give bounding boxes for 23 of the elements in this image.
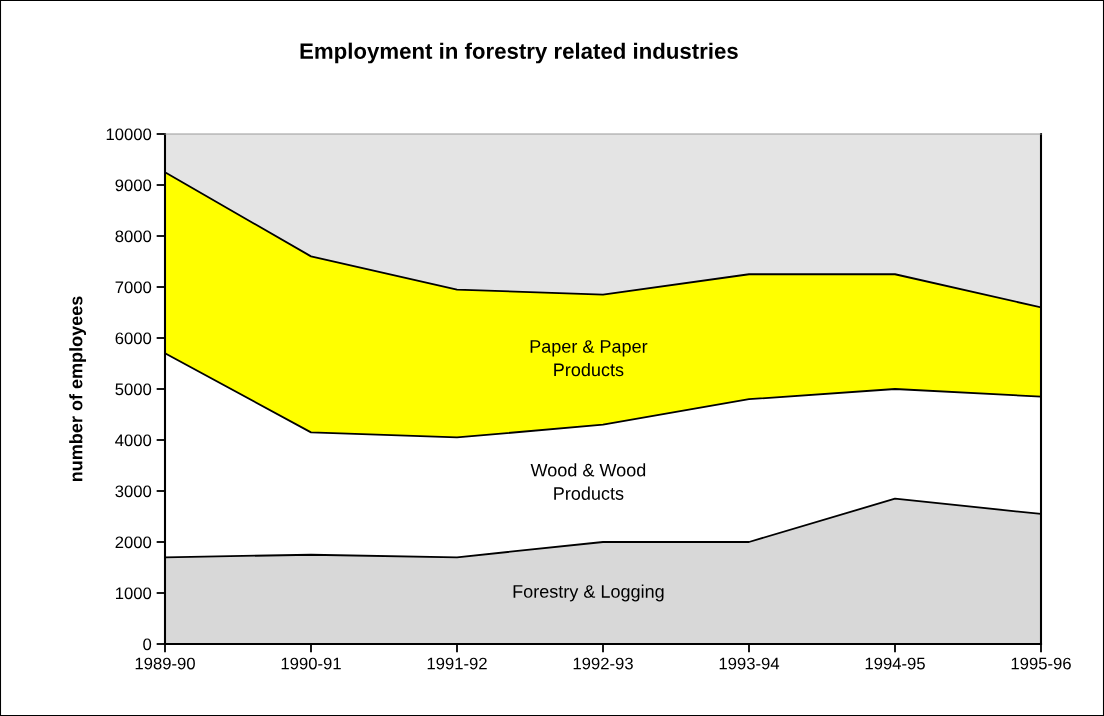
y-tick-label: 2000 xyxy=(115,536,152,549)
y-tick-label: 4000 xyxy=(115,434,152,447)
series-label: Paper & Paper Products xyxy=(530,340,648,377)
y-axis-title: number of employees xyxy=(69,296,87,482)
y-tick-label: 7000 xyxy=(115,281,152,294)
y-tick-label: 8000 xyxy=(115,230,152,243)
y-tick-label: 0 xyxy=(143,638,152,651)
y-tick-label: 3000 xyxy=(115,485,152,498)
y-tick-label: 5000 xyxy=(115,383,152,396)
y-tick-label: 1000 xyxy=(116,587,152,600)
x-tick-label: 1992-93 xyxy=(573,657,633,670)
y-tick-label: 10000 xyxy=(106,128,152,141)
x-tick-label: 1994-95 xyxy=(865,657,925,670)
y-tick-label: 6000 xyxy=(115,332,152,345)
x-tick-label: 1990-91 xyxy=(281,657,341,670)
x-tick-label: 1995-96 xyxy=(1011,657,1071,670)
y-tick-label: 9000 xyxy=(115,179,152,192)
series-label: Forestry & Logging xyxy=(513,584,664,602)
x-tick-label: 1993-94 xyxy=(719,657,780,670)
x-tick-label: 1991-92 xyxy=(427,657,487,670)
series-label: Wood & Wood Products xyxy=(530,463,646,500)
x-tick-label: 1989-90 xyxy=(135,657,195,670)
chart-title: Employment in forestry related industries xyxy=(300,42,738,64)
